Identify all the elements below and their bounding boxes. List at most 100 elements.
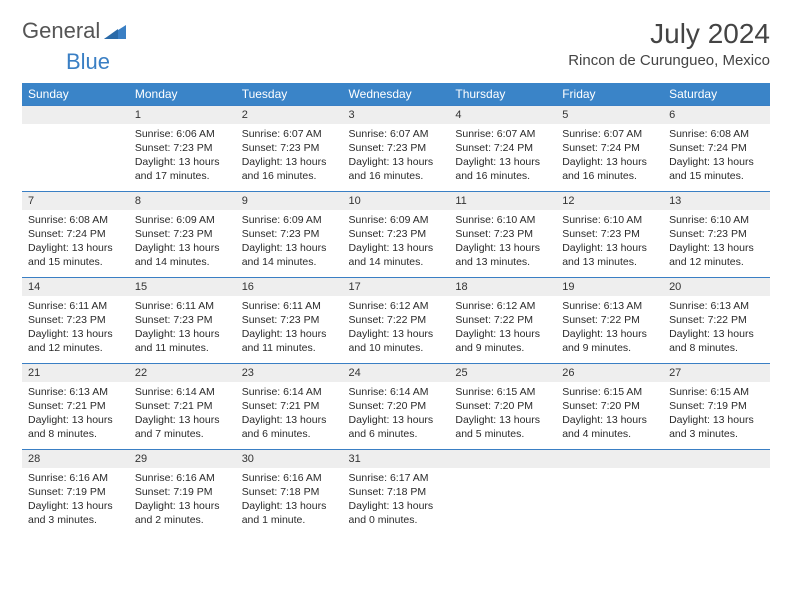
daynum-row: 123456: [22, 106, 770, 124]
sunset-line: Sunset: 7:21 PM: [242, 399, 337, 413]
daynum: 9: [236, 192, 343, 210]
daylight-line: Daylight: 13 hours and 7 minutes.: [135, 413, 230, 441]
daycell: Sunrise: 6:11 AMSunset: 7:23 PMDaylight:…: [129, 296, 236, 364]
daynum: 25: [449, 364, 556, 382]
content-row: Sunrise: 6:13 AMSunset: 7:21 PMDaylight:…: [22, 382, 770, 450]
sunrise-line: Sunrise: 6:13 AM: [28, 385, 123, 399]
daynum: 4: [449, 106, 556, 124]
sunset-line: Sunset: 7:23 PM: [135, 313, 230, 327]
sunset-line: Sunset: 7:22 PM: [669, 313, 764, 327]
daylight-line: Daylight: 13 hours and 5 minutes.: [455, 413, 550, 441]
daycell: Sunrise: 6:11 AMSunset: 7:23 PMDaylight:…: [236, 296, 343, 364]
daylight-line: Daylight: 13 hours and 16 minutes.: [562, 155, 657, 183]
daycell: Sunrise: 6:14 AMSunset: 7:21 PMDaylight:…: [129, 382, 236, 450]
sunrise-line: Sunrise: 6:08 AM: [669, 127, 764, 141]
daynum: 17: [343, 278, 450, 296]
daynum: 2: [236, 106, 343, 124]
daycell-empty: [663, 468, 770, 536]
month-title: July 2024: [568, 18, 770, 50]
daylight-line: Daylight: 13 hours and 3 minutes.: [28, 499, 123, 527]
sunrise-line: Sunrise: 6:15 AM: [562, 385, 657, 399]
sunset-line: Sunset: 7:19 PM: [135, 485, 230, 499]
daycell: Sunrise: 6:15 AMSunset: 7:20 PMDaylight:…: [449, 382, 556, 450]
sunrise-line: Sunrise: 6:16 AM: [242, 471, 337, 485]
daycell: Sunrise: 6:08 AMSunset: 7:24 PMDaylight:…: [22, 210, 129, 278]
weekday-header: Monday: [129, 83, 236, 106]
weekday-header: Thursday: [449, 83, 556, 106]
calendar-body: 123456Sunrise: 6:06 AMSunset: 7:23 PMDay…: [22, 106, 770, 536]
sunset-line: Sunset: 7:19 PM: [669, 399, 764, 413]
daycell: Sunrise: 6:12 AMSunset: 7:22 PMDaylight:…: [449, 296, 556, 364]
daycell: Sunrise: 6:14 AMSunset: 7:21 PMDaylight:…: [236, 382, 343, 450]
sunset-line: Sunset: 7:23 PM: [669, 227, 764, 241]
sunrise-line: Sunrise: 6:14 AM: [242, 385, 337, 399]
logo-triangle-icon: [104, 23, 126, 39]
daycell: Sunrise: 6:13 AMSunset: 7:21 PMDaylight:…: [22, 382, 129, 450]
daynum: 3: [343, 106, 450, 124]
sunrise-line: Sunrise: 6:16 AM: [28, 471, 123, 485]
daynum: 7: [22, 192, 129, 210]
sunset-line: Sunset: 7:23 PM: [242, 313, 337, 327]
sunset-line: Sunset: 7:22 PM: [349, 313, 444, 327]
daycell-empty: [556, 468, 663, 536]
daylight-line: Daylight: 13 hours and 13 minutes.: [455, 241, 550, 269]
daycell: Sunrise: 6:10 AMSunset: 7:23 PMDaylight:…: [663, 210, 770, 278]
sunrise-line: Sunrise: 6:06 AM: [135, 127, 230, 141]
daycell: Sunrise: 6:17 AMSunset: 7:18 PMDaylight:…: [343, 468, 450, 536]
sunrise-line: Sunrise: 6:12 AM: [349, 299, 444, 313]
daylight-line: Daylight: 13 hours and 14 minutes.: [135, 241, 230, 269]
content-row: Sunrise: 6:11 AMSunset: 7:23 PMDaylight:…: [22, 296, 770, 364]
daynum-empty: [449, 450, 556, 468]
daylight-line: Daylight: 13 hours and 17 minutes.: [135, 155, 230, 183]
daynum: 14: [22, 278, 129, 296]
sunrise-line: Sunrise: 6:13 AM: [562, 299, 657, 313]
sunset-line: Sunset: 7:24 PM: [455, 141, 550, 155]
daylight-line: Daylight: 13 hours and 10 minutes.: [349, 327, 444, 355]
daynum: 20: [663, 278, 770, 296]
sunrise-line: Sunrise: 6:12 AM: [455, 299, 550, 313]
sunset-line: Sunset: 7:19 PM: [28, 485, 123, 499]
daylight-line: Daylight: 13 hours and 3 minutes.: [669, 413, 764, 441]
daylight-line: Daylight: 13 hours and 1 minute.: [242, 499, 337, 527]
sunset-line: Sunset: 7:21 PM: [135, 399, 230, 413]
daylight-line: Daylight: 13 hours and 8 minutes.: [669, 327, 764, 355]
sunset-line: Sunset: 7:23 PM: [349, 141, 444, 155]
sunrise-line: Sunrise: 6:14 AM: [349, 385, 444, 399]
daylight-line: Daylight: 13 hours and 15 minutes.: [28, 241, 123, 269]
sunrise-line: Sunrise: 6:07 AM: [562, 127, 657, 141]
weekday-header: Sunday: [22, 83, 129, 106]
daylight-line: Daylight: 13 hours and 6 minutes.: [242, 413, 337, 441]
daycell: Sunrise: 6:08 AMSunset: 7:24 PMDaylight:…: [663, 124, 770, 192]
sunrise-line: Sunrise: 6:17 AM: [349, 471, 444, 485]
sunrise-line: Sunrise: 6:09 AM: [349, 213, 444, 227]
weekday-header: Wednesday: [343, 83, 450, 106]
daylight-line: Daylight: 13 hours and 4 minutes.: [562, 413, 657, 441]
daylight-line: Daylight: 13 hours and 8 minutes.: [28, 413, 123, 441]
sunrise-line: Sunrise: 6:15 AM: [669, 385, 764, 399]
sunrise-line: Sunrise: 6:07 AM: [349, 127, 444, 141]
logo: General: [22, 18, 128, 44]
sunrise-line: Sunrise: 6:14 AM: [135, 385, 230, 399]
daynum-row: 21222324252627: [22, 364, 770, 382]
sunset-line: Sunset: 7:24 PM: [562, 141, 657, 155]
daynum: 8: [129, 192, 236, 210]
daylight-line: Daylight: 13 hours and 0 minutes.: [349, 499, 444, 527]
weekday-header: Friday: [556, 83, 663, 106]
sunrise-line: Sunrise: 6:08 AM: [28, 213, 123, 227]
daylight-line: Daylight: 13 hours and 13 minutes.: [562, 241, 657, 269]
sunrise-line: Sunrise: 6:09 AM: [135, 213, 230, 227]
daynum: 19: [556, 278, 663, 296]
sunset-line: Sunset: 7:24 PM: [669, 141, 764, 155]
daycell: Sunrise: 6:09 AMSunset: 7:23 PMDaylight:…: [343, 210, 450, 278]
sunrise-line: Sunrise: 6:09 AM: [242, 213, 337, 227]
daylight-line: Daylight: 13 hours and 16 minutes.: [455, 155, 550, 183]
daycell: Sunrise: 6:16 AMSunset: 7:18 PMDaylight:…: [236, 468, 343, 536]
daynum: 5: [556, 106, 663, 124]
daylight-line: Daylight: 13 hours and 11 minutes.: [242, 327, 337, 355]
daycell: Sunrise: 6:13 AMSunset: 7:22 PMDaylight:…: [556, 296, 663, 364]
daycell-empty: [22, 124, 129, 192]
sunrise-line: Sunrise: 6:10 AM: [669, 213, 764, 227]
sunset-line: Sunset: 7:22 PM: [455, 313, 550, 327]
daynum: 10: [343, 192, 450, 210]
daynum: 29: [129, 450, 236, 468]
